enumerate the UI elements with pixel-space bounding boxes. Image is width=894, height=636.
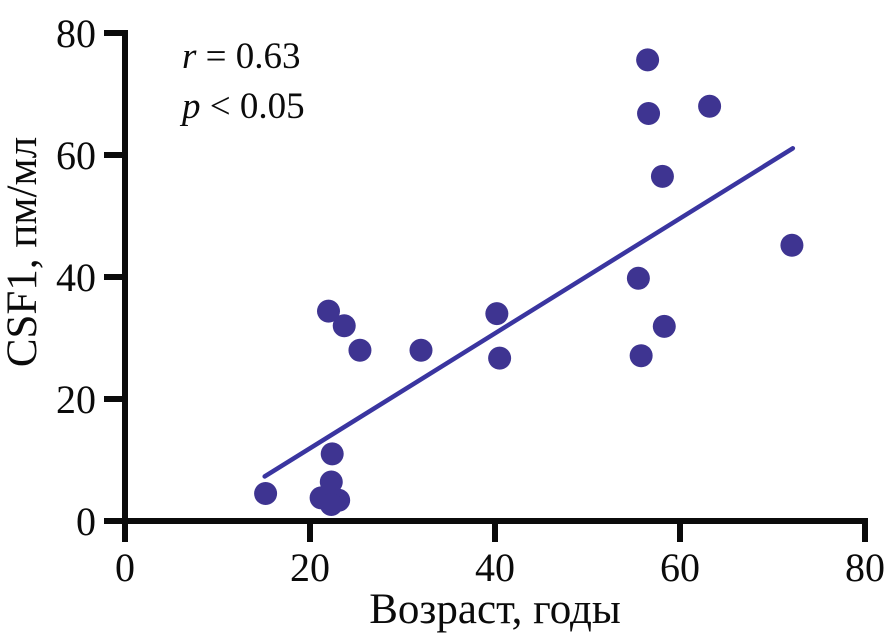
x-tick-label: 40	[475, 545, 515, 590]
data-point	[348, 338, 372, 362]
y-tick-label: 20	[56, 377, 96, 422]
y-tick-label: 40	[56, 255, 96, 300]
data-point	[650, 164, 674, 188]
data-point	[488, 346, 512, 370]
data-point	[652, 314, 676, 338]
data-point	[320, 442, 344, 466]
x-tick-label: 0	[115, 545, 135, 590]
y-tick-label: 80	[56, 11, 96, 56]
data-point	[409, 338, 433, 362]
y-tick-label: 0	[76, 499, 96, 544]
y-tick-label: 60	[56, 133, 96, 178]
x-tick-label: 80	[845, 545, 885, 590]
x-axis-label: Возраст, годы	[369, 586, 621, 633]
p-value-annotation: p < 0.05	[179, 86, 305, 127]
data-point	[332, 314, 356, 338]
data-point	[698, 94, 722, 118]
axes: 0 20 40 60 80 0 20 40 60 80	[56, 11, 885, 590]
data-point	[626, 266, 650, 290]
x-tick-label: 20	[290, 545, 330, 590]
data-point	[636, 48, 660, 72]
correlation-coefficient-annotation: r = 0.63	[182, 36, 301, 77]
y-axis-label: CSF1, пм/мл	[0, 137, 46, 367]
data-point	[629, 344, 653, 368]
data-point	[254, 482, 278, 506]
data-point	[485, 302, 509, 326]
trend-line	[262, 146, 796, 479]
data-point	[637, 102, 661, 126]
data-point	[780, 233, 804, 257]
data-point	[319, 493, 343, 517]
data-point	[317, 299, 340, 323]
x-tick-label: 60	[660, 545, 700, 590]
data-points	[254, 48, 804, 517]
